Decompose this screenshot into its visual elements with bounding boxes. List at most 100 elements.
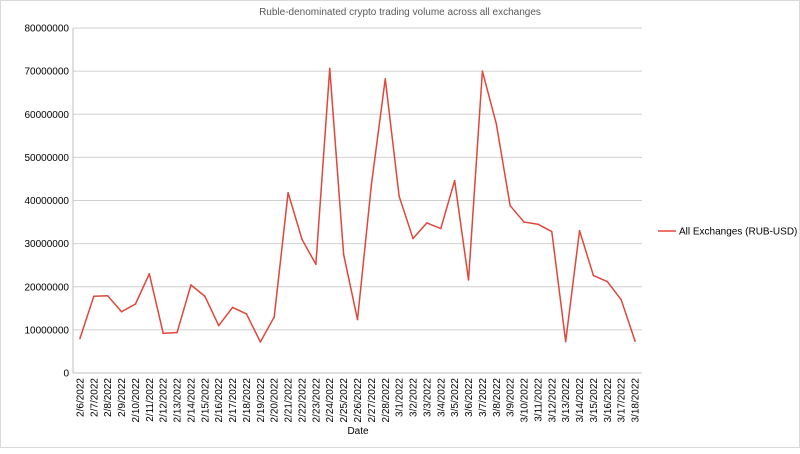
- x-tick-label: 3/11/2022: [533, 378, 544, 422]
- data-point: [537, 223, 539, 226]
- y-tick-label: 70000000: [25, 67, 70, 78]
- x-tick-label: 2/7/2022: [89, 378, 100, 417]
- x-tick-label: 2/12/2022: [159, 378, 170, 423]
- x-tick-label: 3/9/2022: [506, 378, 517, 417]
- x-axis-title: Date: [347, 426, 369, 437]
- x-tick-label: 3/2/2022: [409, 378, 420, 417]
- x-tick-label: 2/19/2022: [256, 378, 267, 423]
- data-point: [453, 179, 456, 182]
- y-tick-label: 10000000: [25, 325, 70, 336]
- x-tick-label: 2/27/2022: [367, 378, 378, 423]
- data-point: [176, 331, 178, 334]
- x-tick-label: 3/12/2022: [547, 378, 558, 423]
- x-tick-label: 2/17/2022: [228, 378, 239, 423]
- y-tick-label: 60000000: [25, 110, 70, 121]
- x-tick-label: 3/4/2022: [436, 378, 447, 417]
- x-tick-label: 2/9/2022: [117, 378, 128, 417]
- x-tick-label: 3/1/2022: [395, 378, 406, 417]
- x-axis-ticks: 2/6/2022 2/7/2022 2/8/2022 2/9/2022 2/10/202…: [75, 378, 641, 423]
- data-point: [328, 67, 331, 70]
- y-tick-label: 20000000: [25, 282, 70, 293]
- data-point: [606, 280, 609, 283]
- x-tick-label: 2/11/2022: [145, 378, 156, 422]
- x-tick-label: 3/18/2022: [631, 378, 642, 423]
- data-point: [231, 306, 234, 309]
- data-point: [217, 324, 220, 327]
- data-point: [120, 310, 123, 313]
- x-tick-label: 3/17/2022: [617, 378, 628, 423]
- x-tick-label: 2/18/2022: [242, 378, 253, 423]
- data-point: [287, 191, 289, 194]
- data-point: [301, 238, 303, 241]
- x-tick-label: 2/23/2022: [311, 378, 322, 423]
- x-tick-label: 2/26/2022: [353, 378, 364, 423]
- x-tick-label: 3/6/2022: [464, 378, 475, 417]
- x-tick-label: 2/16/2022: [214, 378, 225, 423]
- y-tick-label: 30000000: [25, 239, 70, 250]
- data-point: [148, 273, 151, 275]
- y-tick-label: 0: [63, 369, 69, 380]
- y-axis-ticks: 0 10000000 20000000 30000000 40000000 5000000…: [25, 24, 70, 380]
- data-point: [564, 340, 567, 343]
- x-tick-label: 3/3/2022: [422, 378, 433, 417]
- data-point: [190, 284, 192, 286]
- legend: All Exchanges (RUB-USD): [658, 227, 797, 238]
- data-point: [592, 274, 595, 277]
- x-tick-label: 2/8/2022: [103, 378, 114, 417]
- data-point: [273, 316, 276, 318]
- x-tick-label: 3/16/2022: [603, 378, 614, 423]
- data-point: [578, 229, 581, 232]
- data-point: [426, 222, 428, 224]
- data-point: [204, 295, 206, 298]
- data-point: [315, 263, 317, 266]
- data-point: [106, 295, 109, 297]
- data-point: [356, 318, 359, 321]
- data-point: [523, 221, 525, 223]
- x-tick-label: 3/8/2022: [492, 378, 503, 417]
- x-tick-label: 2/20/2022: [270, 378, 281, 423]
- data-point: [550, 230, 553, 233]
- x-tick-label: 2/10/2022: [131, 378, 142, 423]
- x-tick-label: 3/10/2022: [520, 378, 531, 423]
- x-tick-label: 3/14/2022: [575, 378, 586, 423]
- x-tick-label: 2/21/2022: [284, 378, 295, 423]
- x-tick-label: 2/28/2022: [381, 378, 392, 423]
- x-tick-label: 3/15/2022: [589, 378, 600, 423]
- x-tick-label: 2/22/2022: [297, 378, 308, 423]
- data-point: [481, 70, 484, 72]
- data-point: [467, 279, 470, 281]
- data-point: [162, 332, 165, 335]
- x-tick-label: 2/6/2022: [75, 378, 86, 417]
- data-point: [259, 341, 262, 343]
- data-point: [398, 195, 400, 197]
- y-tick-label: 50000000: [25, 153, 70, 164]
- data-point: [245, 313, 248, 315]
- x-tick-label: 2/13/2022: [173, 378, 184, 423]
- data-point: [370, 184, 373, 186]
- x-tick-label: 3/13/2022: [561, 378, 572, 423]
- data-point: [384, 78, 387, 80]
- data-point: [439, 227, 442, 230]
- x-tick-label: 3/5/2022: [450, 378, 461, 417]
- gridlines: [72, 27, 642, 374]
- y-tick-label: 80000000: [25, 24, 70, 35]
- data-point: [93, 295, 95, 298]
- data-point: [509, 204, 511, 207]
- data-point: [134, 303, 137, 305]
- data-point: [495, 122, 498, 125]
- x-tick-label: 2/25/2022: [339, 378, 350, 423]
- x-tick-label: 2/14/2022: [186, 378, 197, 423]
- data-point: [79, 337, 81, 340]
- data-point: [342, 253, 345, 256]
- data-point: [634, 340, 636, 342]
- data-point: [620, 298, 622, 301]
- x-tick-label: 2/15/2022: [200, 378, 211, 423]
- chart-title: Ruble-denominated crypto trading volume …: [259, 7, 541, 18]
- x-tick-label: 3/7/2022: [478, 378, 489, 417]
- x-tick-label: 2/24/2022: [325, 378, 336, 423]
- y-tick-label: 40000000: [25, 196, 70, 207]
- data-point: [412, 237, 414, 240]
- series-layer: [79, 67, 636, 343]
